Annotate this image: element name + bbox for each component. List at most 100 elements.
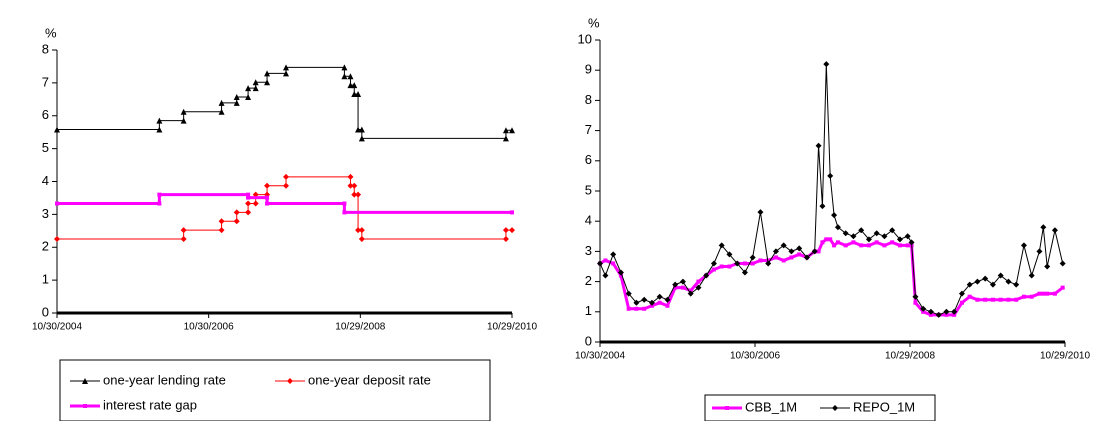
data-point	[873, 230, 880, 237]
data-point	[245, 200, 252, 207]
data-point	[342, 210, 347, 215]
legend-marker	[725, 406, 729, 410]
data-point	[772, 248, 779, 255]
data-point	[602, 272, 609, 279]
data-point	[1059, 260, 1066, 267]
legend-label: REPO_1M	[853, 399, 915, 414]
legend-label: interest rate gap	[103, 397, 197, 412]
data-point	[921, 309, 926, 314]
data-point	[866, 243, 871, 248]
data-point	[1060, 285, 1065, 290]
data-point	[1040, 224, 1047, 231]
y-tick-label: 5	[42, 140, 49, 155]
data-point	[959, 300, 964, 305]
y-axis-label: %	[45, 25, 57, 40]
data-point	[1028, 272, 1035, 279]
data-point	[1051, 227, 1058, 234]
data-point	[834, 224, 841, 231]
data-point	[758, 258, 763, 263]
data-point	[633, 299, 640, 306]
data-point	[252, 85, 259, 92]
data-point	[264, 70, 271, 77]
data-point	[1020, 242, 1027, 249]
data-point	[750, 261, 755, 266]
data-point	[283, 182, 290, 189]
data-point	[1037, 291, 1042, 296]
data-point	[233, 94, 240, 101]
data-point	[264, 79, 271, 86]
data-point	[358, 126, 365, 133]
data-point	[603, 258, 608, 263]
data-point	[865, 236, 872, 243]
data-point	[509, 127, 515, 134]
data-point	[1006, 297, 1011, 302]
data-point	[54, 126, 60, 133]
data-point	[347, 173, 354, 180]
y-tick-label: 4	[585, 213, 592, 228]
legend-marker	[832, 405, 838, 411]
data-point	[998, 297, 1003, 302]
data-point	[780, 242, 787, 249]
data-point	[351, 182, 358, 189]
data-point	[664, 296, 671, 303]
data-point	[233, 209, 240, 216]
data-point	[815, 142, 822, 149]
data-point	[975, 297, 980, 302]
x-tick-label: 10/30/2006	[730, 351, 780, 362]
data-point	[835, 240, 840, 245]
data-point	[710, 260, 717, 267]
data-point	[904, 233, 911, 240]
data-point	[648, 299, 655, 306]
data-point	[896, 236, 903, 243]
legend-box	[59, 359, 491, 421]
y-tick-label: 6	[42, 107, 49, 122]
data-point	[943, 308, 950, 315]
x-tick-label: 10/29/2010	[1040, 351, 1090, 362]
series-line	[599, 237, 1064, 317]
data-point	[757, 209, 764, 216]
series-line	[57, 66, 512, 139]
data-point	[687, 290, 694, 297]
data-point	[55, 201, 59, 206]
data-point	[156, 117, 163, 124]
data-point	[1052, 291, 1057, 296]
data-point	[935, 311, 942, 318]
y-tick-label: 8	[42, 41, 49, 56]
data-point	[502, 236, 509, 243]
data-point	[252, 200, 259, 207]
data-point	[765, 260, 772, 267]
data-point	[54, 236, 60, 243]
y-tick-label: 8	[585, 92, 592, 107]
data-point	[1041, 291, 1046, 296]
data-point	[734, 260, 741, 267]
data-point	[180, 117, 187, 124]
data-point	[858, 227, 865, 234]
data-point	[851, 240, 856, 245]
data-point	[796, 245, 803, 252]
data-point	[1014, 297, 1019, 302]
data-point	[843, 243, 848, 248]
data-point	[688, 288, 693, 293]
data-point	[951, 308, 958, 315]
data-point	[974, 278, 981, 285]
data-point	[1036, 248, 1043, 255]
data-point	[347, 82, 354, 89]
data-point	[656, 293, 663, 300]
data-point	[827, 172, 834, 179]
legend-label: one-year lending rate	[103, 372, 226, 387]
data-point	[742, 261, 747, 266]
y-tick-label: 9	[585, 62, 592, 77]
data-point	[718, 242, 725, 249]
data-point	[696, 279, 701, 284]
data-point	[502, 135, 509, 142]
data-point	[233, 218, 240, 225]
x-tick-label: 10/29/2008	[335, 322, 385, 333]
data-point	[510, 210, 514, 215]
data-point	[944, 312, 949, 317]
data-point	[711, 267, 716, 272]
data-point	[665, 303, 670, 308]
data-point	[874, 240, 879, 245]
data-point	[341, 73, 348, 80]
series-line	[599, 64, 1064, 316]
data-point	[358, 227, 365, 234]
